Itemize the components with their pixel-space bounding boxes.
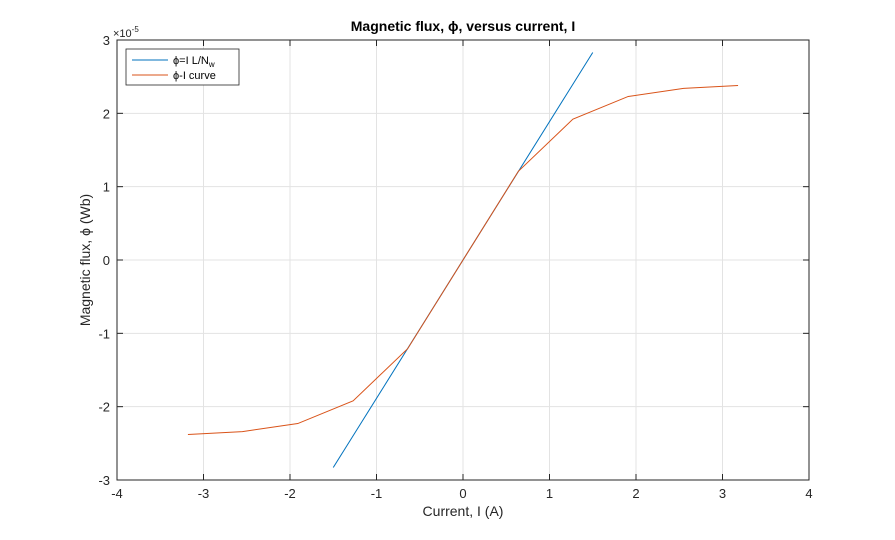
y-tick-label: 0 (103, 253, 110, 268)
series-line-2 (187, 84, 739, 436)
x-tick-label: -4 (111, 486, 123, 501)
x-axis-label: Current, I (A) (423, 503, 504, 519)
y-axis-label: Magnetic flux, ϕ (Wb) (77, 194, 93, 326)
legend-box (125, 48, 240, 86)
ticks (116, 39, 810, 481)
legend-entry-series-1: ϕ=I L/Nw (173, 55, 215, 69)
y-tick-label: -3 (98, 473, 110, 488)
x-tick-labels: -4 -3 -2 -1 0 1 2 3 4 (111, 486, 812, 501)
legend-entry-series-2: ϕ-I curve (173, 70, 216, 82)
x-tick-label: -1 (371, 486, 383, 501)
x-tick-label: 2 (632, 486, 639, 501)
y-tick-label: -2 (98, 400, 110, 415)
y-tick-labels: -3 -2 -1 0 1 2 3 (98, 33, 110, 488)
y-tick-label: 3 (103, 33, 110, 48)
x-tick-label: -3 (198, 486, 210, 501)
chart-title: Magnetic flux, ϕ, versus current, I (351, 18, 575, 34)
y-axis-exponent: ×10-5 (113, 25, 139, 40)
y-tick-label: 2 (103, 106, 110, 121)
x-tick-label: 3 (719, 486, 726, 501)
y-tick-label: -1 (98, 326, 110, 341)
x-tick-label: -2 (284, 486, 296, 501)
x-tick-label: 4 (805, 486, 812, 501)
y-tick-label: 1 (103, 180, 110, 195)
x-tick-label: 1 (546, 486, 553, 501)
x-tick-label: 0 (459, 486, 466, 501)
plot-area (187, 52, 739, 468)
legend: ϕ=I L/Nw ϕ-I curve (125, 48, 240, 86)
